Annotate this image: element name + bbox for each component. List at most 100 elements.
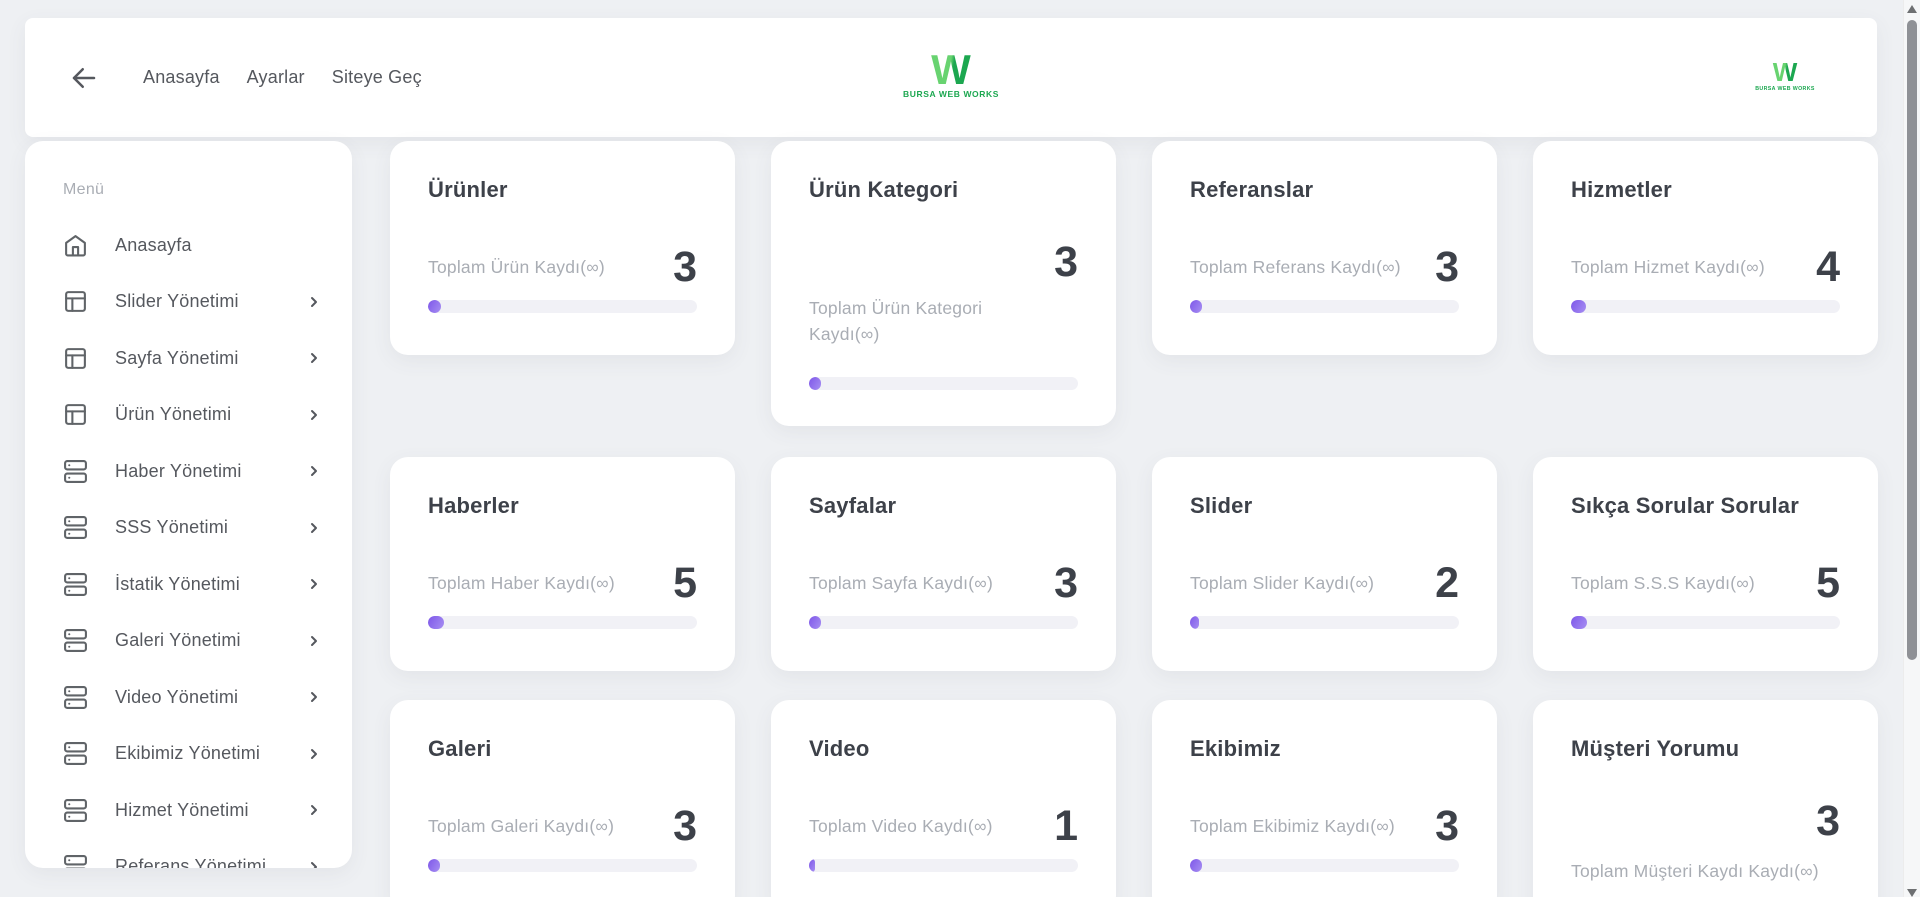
server-icon (63, 515, 88, 540)
sidebar-item-ekibimiz-yonetimi[interactable]: Ekibimiz Yönetimi (25, 726, 352, 783)
progress-fill (809, 377, 822, 390)
scroll-up-arrow-icon[interactable] (1907, 5, 1917, 13)
progress-bar (1571, 616, 1840, 629)
sidebar-item-label: Anasayfa (115, 234, 192, 255)
card-title: Referanslar (1190, 177, 1314, 202)
layout-icon (63, 289, 88, 314)
sidebar-item-galeri-yonetimi[interactable]: Galeri Yönetimi (25, 613, 352, 670)
brand-logo-right[interactable]: W BURSA WEB WORKS (1755, 57, 1815, 91)
sidebar-item-haber-yonetimi[interactable]: Haber Yönetimi (25, 443, 352, 500)
server-icon (63, 685, 88, 710)
sidebar-item-istatik-yonetimi[interactable]: İstatik Yönetimi (25, 556, 352, 613)
card-count: 3 (673, 801, 697, 850)
progress-fill (1190, 859, 1203, 872)
card-subtitle: Toplam Ürün Kaydı(∞) (428, 256, 605, 277)
chevron-right-icon (306, 350, 322, 366)
card-title: Ekibimiz (1190, 736, 1281, 761)
progress-bar (809, 616, 1078, 629)
card-subtitle: Toplam Sayfa Kaydı(∞) (809, 572, 993, 593)
progress-bar (428, 300, 697, 313)
brand-caption: BURSA WEB WORKS (902, 89, 1000, 100)
sidebar-item-referans-yonetimi[interactable]: Referans Yönetimi (25, 839, 352, 868)
layout-icon (63, 402, 88, 427)
sidebar-item-label: Referans Yönetimi (115, 856, 267, 868)
progress-bar (809, 859, 1078, 872)
nav-link-anasayfa[interactable]: Anasayfa (143, 67, 220, 87)
progress-fill (1571, 300, 1586, 313)
card-title: Hizmetler (1571, 177, 1672, 202)
card-title: Müşteri Yorumu (1571, 736, 1740, 761)
chevron-right-icon (306, 407, 322, 423)
server-icon (63, 741, 88, 766)
card-count: 5 (1816, 558, 1840, 607)
sidebar-item-anasayfa[interactable]: Anasayfa (25, 217, 352, 274)
sidebar: Menü Anasayfa Slider Yönetimi Sayfa Yöne… (25, 141, 352, 868)
card-count: 3 (1816, 797, 1840, 845)
sidebar-item-label: Sayfa Yönetimi (115, 347, 239, 368)
sidebar-item-label: Haber Yönetimi (115, 460, 242, 481)
card-subtitle: Toplam S.S.S Kaydı(∞) (1571, 572, 1755, 593)
card-subtitle: Toplam Hizmet Kaydı(∞) (1571, 256, 1765, 277)
progress-bar (809, 377, 1078, 390)
stat-card-haberler: Haberler Toplam Haber Kaydı(∞) 5 (390, 457, 735, 671)
nav-link-ayarlar[interactable]: Ayarlar (246, 67, 305, 87)
brand-w-icon-small: W (1772, 57, 1798, 87)
card-title: Video (809, 736, 870, 761)
stat-card-slider: Slider Toplam Slider Kaydı(∞) 2 (1152, 457, 1497, 671)
arrow-left-icon (69, 63, 99, 93)
scroll-down-arrow-icon[interactable] (1907, 889, 1917, 897)
stat-card-hizmetler: Hizmetler Toplam Hizmet Kaydı(∞) 4 (1533, 141, 1878, 355)
stat-card-sayfalar: Sayfalar Toplam Sayfa Kaydı(∞) 3 (771, 457, 1116, 671)
card-subtitle: Toplam Galeri Kaydı(∞) (428, 815, 615, 836)
card-title: Ürün Kategori (809, 177, 959, 202)
stat-card-video: Video Toplam Video Kaydı(∞) 1 (771, 700, 1116, 897)
scrollbar-thumb[interactable] (1907, 20, 1917, 660)
topbar: Anasayfa Ayarlar Siteye Geç W BURSA WEB … (25, 18, 1877, 137)
topbar-nav: Anasayfa Ayarlar Siteye Geç (143, 67, 422, 88)
brand-w-icon: W (931, 45, 971, 93)
stat-card-galeri: Galeri Toplam Galeri Kaydı(∞) 3 (390, 700, 735, 897)
progress-bar (1190, 859, 1459, 872)
card-subtitle: Toplam Video Kaydı(∞) (809, 815, 993, 836)
card-count: 3 (1435, 801, 1459, 850)
card-count: 2 (1435, 558, 1459, 607)
stat-card-referanslar: Referanslar Toplam Referans Kaydı(∞) 3 (1152, 141, 1497, 355)
sidebar-item-sayfa-yonetimi[interactable]: Sayfa Yönetimi (25, 330, 352, 387)
vertical-scrollbar[interactable] (1903, 0, 1920, 897)
nav-link-siteye-gec[interactable]: Siteye Geç (331, 67, 422, 87)
sidebar-item-sss-yonetimi[interactable]: SSS Yönetimi (25, 500, 352, 557)
card-title: Slider (1190, 493, 1253, 518)
server-icon (63, 798, 88, 823)
layout-icon (63, 346, 88, 371)
progress-fill (1571, 616, 1588, 629)
card-subtitle: Toplam Haber Kaydı(∞) (428, 572, 615, 593)
stat-card-ekibimiz: Ekibimiz Toplam Ekibimiz Kaydı(∞) 3 (1152, 700, 1497, 897)
sidebar-item-label: Slider Yönetimi (115, 291, 239, 312)
sidebar-item-label: İstatik Yönetimi (115, 573, 240, 594)
brand-logo-center[interactable]: W BURSA WEB WORKS (902, 45, 1000, 100)
sidebar-item-hizmet-yonetimi[interactable]: Hizmet Yönetimi (25, 782, 352, 839)
progress-fill (1190, 300, 1203, 313)
progress-bar (1190, 300, 1459, 313)
sidebar-item-video-yonetimi[interactable]: Video Yönetimi (25, 669, 352, 726)
progress-bar (1571, 300, 1840, 313)
card-count: 3 (1435, 242, 1459, 291)
chevron-right-icon (306, 463, 322, 479)
card-title: Ürünler (428, 177, 508, 202)
card-title: Sayfalar (809, 493, 897, 518)
sidebar-item-slider-yonetimi[interactable]: Slider Yönetimi (25, 274, 352, 331)
card-subtitle: Toplam Referans Kaydı(∞) (1190, 256, 1401, 277)
back-button[interactable] (67, 61, 101, 95)
card-title: Haberler (428, 493, 519, 518)
progress-fill (428, 300, 442, 313)
server-icon (63, 628, 88, 653)
sidebar-item-urun-yonetimi[interactable]: Ürün Yönetimi (25, 387, 352, 444)
progress-fill (428, 616, 445, 629)
card-subtitle: Toplam Müşteri Kaydı Kaydı(∞) (1571, 861, 1819, 881)
server-icon (63, 854, 88, 868)
card-subtitle: Toplam Ürün Kategori Kaydı(∞) (809, 298, 983, 344)
stat-card-urun-kategori: Ürün Kategori 3 Toplam Ürün Kategori Kay… (771, 141, 1116, 426)
sidebar-section-label: Menü (63, 181, 105, 198)
chevron-right-icon (306, 520, 322, 536)
sidebar-item-label: Ürün Yönetimi (115, 404, 232, 425)
